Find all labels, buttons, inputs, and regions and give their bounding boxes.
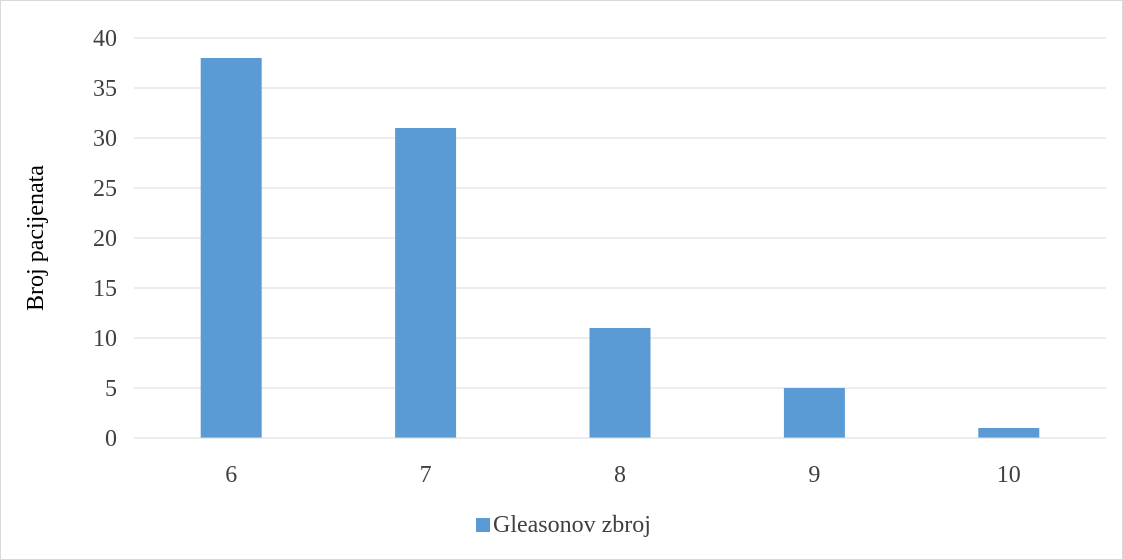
y-tick-label: 5 bbox=[105, 376, 117, 402]
legend: Gleasonov zbroj bbox=[476, 512, 651, 538]
y-axis-title: Broj pacijenata bbox=[23, 165, 49, 311]
y-tick-label: 10 bbox=[93, 326, 117, 352]
gridlines bbox=[134, 37, 1106, 389]
bars bbox=[200, 58, 1040, 438]
y-axis-ticks: 0 5 10 15 20 25 30 35 40 bbox=[93, 26, 117, 452]
y-tick-label: 40 bbox=[93, 26, 117, 52]
y-tick-label: 25 bbox=[93, 176, 117, 202]
x-tick-label: 10 bbox=[997, 462, 1021, 488]
y-tick-label: 35 bbox=[93, 76, 117, 102]
y-tick-label: 15 bbox=[93, 276, 117, 302]
bar-6 bbox=[200, 58, 262, 438]
bar-7 bbox=[395, 128, 457, 438]
y-tick-label: 0 bbox=[105, 426, 117, 452]
y-tick-label: 30 bbox=[93, 126, 117, 152]
x-tick-label: 6 bbox=[225, 462, 237, 488]
bar-8 bbox=[589, 328, 651, 438]
x-axis-ticks: 6 7 8 9 10 bbox=[225, 462, 1021, 488]
bar-10 bbox=[978, 428, 1040, 438]
legend-swatch bbox=[476, 518, 490, 532]
y-tick-label: 20 bbox=[93, 226, 117, 252]
x-tick-label: 9 bbox=[808, 462, 820, 488]
x-tick-label: 7 bbox=[420, 462, 432, 488]
legend-label: Gleasonov zbroj bbox=[493, 512, 651, 538]
bar-9 bbox=[783, 388, 845, 438]
x-tick-label: 8 bbox=[614, 462, 626, 488]
